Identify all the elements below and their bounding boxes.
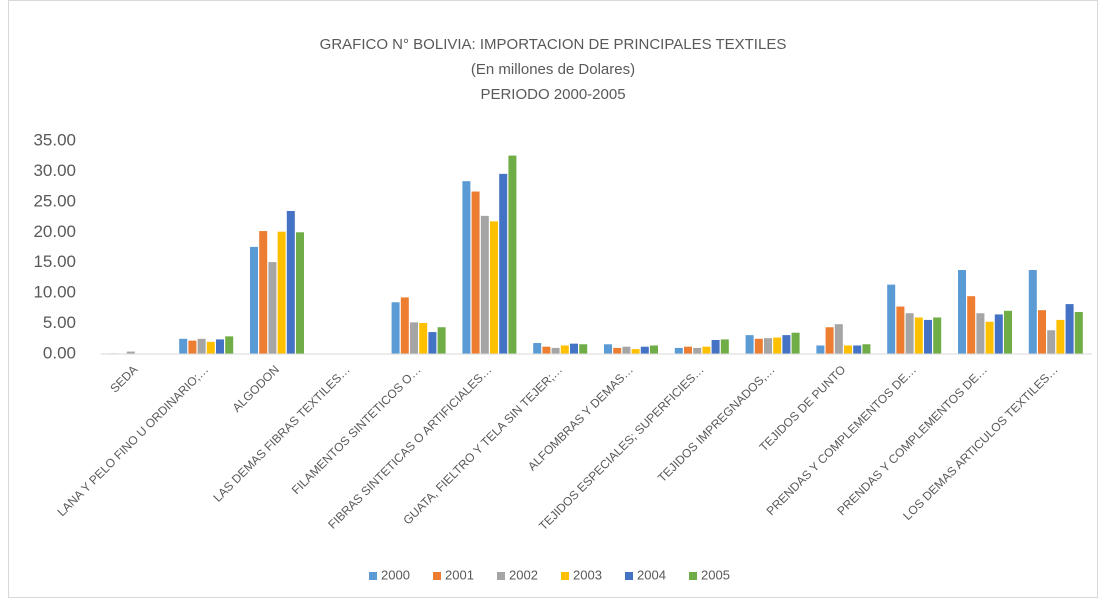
bar: [1038, 310, 1046, 354]
bar: [579, 344, 588, 354]
bar: [551, 347, 560, 354]
y-tick-label: 25.00: [33, 191, 76, 210]
bar: [490, 221, 498, 354]
bar: [480, 215, 489, 354]
bar: [1056, 319, 1065, 354]
bar: [400, 297, 409, 354]
bar: [462, 181, 471, 354]
bar: [791, 332, 800, 354]
y-tick-label: 35.00: [33, 130, 76, 149]
bar: [924, 319, 932, 354]
legend-label: 2004: [637, 567, 666, 582]
bar: [622, 346, 631, 354]
bar: [816, 345, 825, 354]
bar: [126, 351, 135, 354]
bar: [1028, 270, 1037, 354]
bar: [844, 345, 852, 354]
legend-swatch: [433, 572, 441, 580]
legend-swatch: [369, 572, 377, 580]
y-tick-label: 5.00: [43, 313, 76, 332]
y-tick-label: 0.00: [43, 343, 76, 362]
bar: [684, 346, 692, 354]
chart-period: PERIODO 2000-2005: [480, 86, 625, 103]
bar: [896, 306, 905, 354]
bar: [702, 346, 711, 354]
bar: [437, 327, 446, 354]
bar: [542, 346, 551, 354]
bar: [640, 346, 649, 354]
bar: [259, 231, 268, 354]
bar: [933, 317, 942, 354]
bar: [197, 338, 206, 354]
bar: [1065, 304, 1074, 354]
bar: [604, 344, 612, 354]
bar: [631, 349, 640, 354]
bar: [1047, 330, 1056, 354]
bar: [570, 343, 578, 354]
y-tick-label: 20.00: [33, 222, 76, 241]
bar: [914, 317, 923, 354]
bar: [887, 284, 896, 354]
bar: [613, 347, 622, 354]
legend-swatch: [625, 572, 633, 580]
bar: [905, 313, 914, 354]
bar: [985, 321, 994, 354]
bar: [754, 338, 763, 354]
bar: [277, 231, 286, 354]
y-tick-label: 30.00: [33, 161, 76, 180]
bar: [410, 322, 418, 354]
legend-label: 2005: [701, 567, 730, 582]
bar: [674, 347, 683, 354]
bar: [650, 345, 658, 354]
bar: [1074, 312, 1083, 354]
bar: [825, 327, 834, 354]
bar: [834, 324, 843, 354]
y-tick-label: 15.00: [33, 252, 76, 271]
bar: [286, 210, 295, 354]
bar: [782, 335, 791, 354]
bar: [206, 341, 215, 354]
bar: [720, 339, 729, 354]
bar: [216, 339, 224, 354]
bar: [1004, 310, 1012, 354]
bar: [391, 302, 400, 354]
chart-subtitle: (En millones de Dolares): [471, 61, 635, 78]
bar: [179, 338, 188, 354]
bar: [958, 270, 966, 354]
bar: [693, 347, 702, 354]
bar: [250, 246, 258, 354]
legend-label: 2002: [509, 567, 538, 582]
bar: [508, 155, 517, 354]
y-tick-label: 10.00: [33, 283, 76, 302]
chart-title: GRAFICO N° BOLIVIA: IMPORTACION DE PRINC…: [320, 36, 787, 53]
legend-swatch: [561, 572, 569, 580]
bar: [471, 191, 480, 354]
bar: [225, 336, 234, 354]
legend-swatch: [497, 572, 505, 580]
bar: [994, 314, 1003, 354]
legend-label: 2001: [445, 567, 474, 582]
bar: [560, 345, 569, 354]
bar: [533, 343, 542, 354]
bar: [745, 335, 754, 354]
chart-frame: [8, 0, 1098, 598]
legend-label: 2003: [573, 567, 602, 582]
bar: [764, 338, 772, 354]
bar: [268, 262, 277, 354]
legend-swatch: [689, 572, 697, 580]
bar: [419, 322, 428, 354]
bar: [976, 313, 985, 354]
bar: [853, 345, 862, 354]
bar: [188, 340, 197, 354]
bar: [967, 296, 976, 354]
bar: [428, 332, 437, 354]
bar: [296, 232, 304, 354]
bar: [862, 344, 871, 354]
bar: [711, 340, 720, 354]
bar: [499, 173, 508, 354]
bar: [773, 337, 782, 354]
legend-label: 2000: [381, 567, 410, 582]
